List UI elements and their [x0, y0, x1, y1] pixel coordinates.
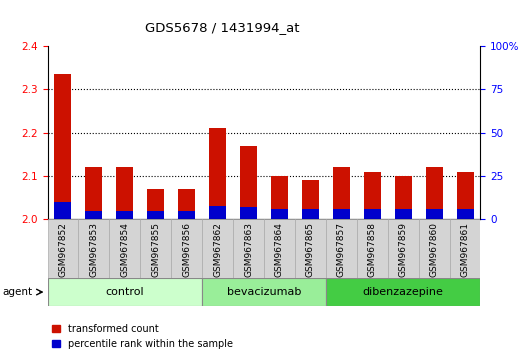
Bar — [295, 219, 326, 278]
Bar — [457, 209, 474, 219]
Text: GSM967865: GSM967865 — [306, 222, 315, 278]
Bar — [233, 219, 264, 278]
Bar — [264, 219, 295, 278]
Text: GSM967864: GSM967864 — [275, 222, 284, 277]
Bar — [457, 172, 474, 219]
Text: GSM967860: GSM967860 — [430, 222, 439, 278]
Text: agent: agent — [3, 287, 33, 297]
Bar — [449, 219, 480, 278]
Bar — [178, 211, 195, 219]
Bar — [240, 146, 257, 219]
Bar — [86, 211, 102, 219]
Text: GSM967852: GSM967852 — [59, 222, 68, 277]
Bar — [209, 129, 226, 219]
Text: dibenzazepine: dibenzazepine — [363, 287, 444, 297]
Bar — [426, 209, 442, 219]
Bar — [147, 189, 164, 219]
Bar — [209, 206, 226, 219]
Bar — [116, 211, 134, 219]
Bar — [394, 209, 412, 219]
Bar — [171, 219, 202, 278]
Bar — [302, 209, 319, 219]
Bar — [357, 219, 388, 278]
Text: GSM967853: GSM967853 — [89, 222, 98, 278]
Bar — [333, 167, 350, 219]
Text: GSM967856: GSM967856 — [182, 222, 191, 278]
Bar — [48, 278, 202, 306]
Bar — [202, 278, 326, 306]
Text: GSM967863: GSM967863 — [244, 222, 253, 278]
Bar — [394, 176, 412, 219]
Bar — [302, 181, 319, 219]
Text: GSM967858: GSM967858 — [367, 222, 377, 278]
Bar — [86, 167, 102, 219]
Bar — [79, 219, 109, 278]
Bar — [326, 219, 357, 278]
Bar — [426, 167, 442, 219]
Bar — [240, 207, 257, 219]
Text: bevacizumab: bevacizumab — [227, 287, 301, 297]
Bar — [271, 176, 288, 219]
Text: GSM967862: GSM967862 — [213, 222, 222, 277]
Bar — [178, 189, 195, 219]
Bar — [326, 278, 480, 306]
Bar — [333, 209, 350, 219]
Text: GSM967857: GSM967857 — [337, 222, 346, 278]
Text: GSM967859: GSM967859 — [399, 222, 408, 278]
Bar — [364, 209, 381, 219]
Bar — [147, 211, 164, 219]
Legend: transformed count, percentile rank within the sample: transformed count, percentile rank withi… — [52, 324, 233, 349]
Bar — [54, 74, 71, 219]
Text: GDS5678 / 1431994_at: GDS5678 / 1431994_at — [145, 21, 299, 34]
Text: GSM967855: GSM967855 — [151, 222, 161, 278]
Bar — [116, 167, 134, 219]
Bar — [364, 172, 381, 219]
Bar — [202, 219, 233, 278]
Bar — [109, 219, 140, 278]
Bar — [140, 219, 171, 278]
Bar — [271, 209, 288, 219]
Text: control: control — [106, 287, 144, 297]
Bar — [419, 219, 449, 278]
Text: GSM967861: GSM967861 — [460, 222, 469, 278]
Bar — [388, 219, 419, 278]
Text: GSM967854: GSM967854 — [120, 222, 129, 277]
Bar — [54, 202, 71, 219]
Bar — [48, 219, 79, 278]
